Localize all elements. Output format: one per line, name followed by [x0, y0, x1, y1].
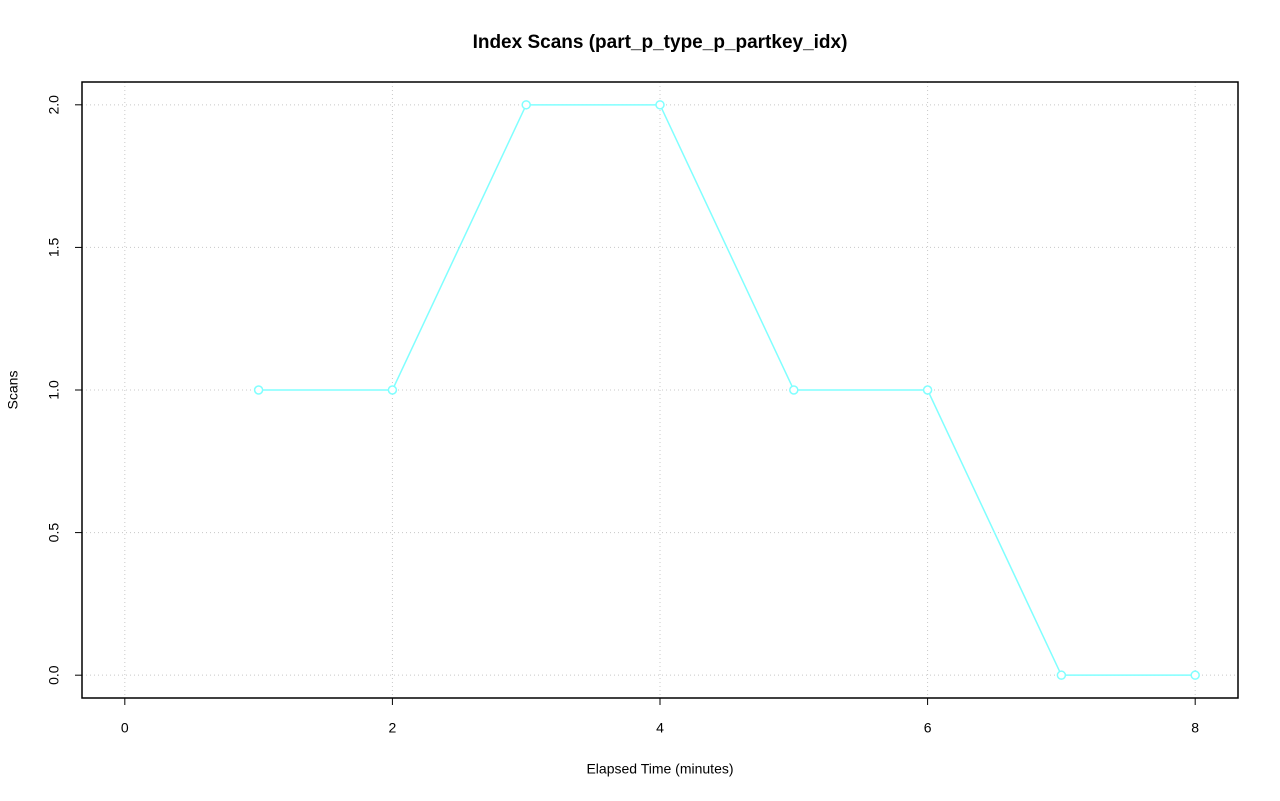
data-point	[387, 385, 398, 395]
y-tick-label: 1.5	[46, 237, 62, 257]
y-tick-label: 1.0	[46, 380, 62, 400]
data-line	[258, 104, 1196, 676]
x-tick-label: 8	[1191, 720, 1199, 736]
x-axis-label: Elapsed Time (minutes)	[586, 761, 733, 777]
data-point	[789, 385, 799, 395]
data-point	[655, 100, 665, 110]
y-tick-label: 0.0	[46, 665, 62, 685]
chart-title: Index Scans (part_p_type_p_partkey_idx)	[473, 32, 848, 53]
data-point	[1056, 670, 1067, 680]
x-tick-label: 0	[121, 720, 129, 736]
data-point	[922, 385, 933, 395]
data-point	[253, 385, 264, 395]
y-tick-label: 0.5	[46, 523, 62, 543]
plot-frame	[81, 81, 1239, 699]
y-axis-label: Scans	[5, 371, 21, 410]
x-tick-label: 6	[924, 720, 932, 736]
y-tick-label: 2.0	[46, 95, 62, 115]
data-point	[1190, 670, 1200, 680]
data-point	[521, 100, 531, 110]
x-tick-label: 4	[656, 720, 664, 736]
x-tick-label: 2	[389, 720, 397, 736]
